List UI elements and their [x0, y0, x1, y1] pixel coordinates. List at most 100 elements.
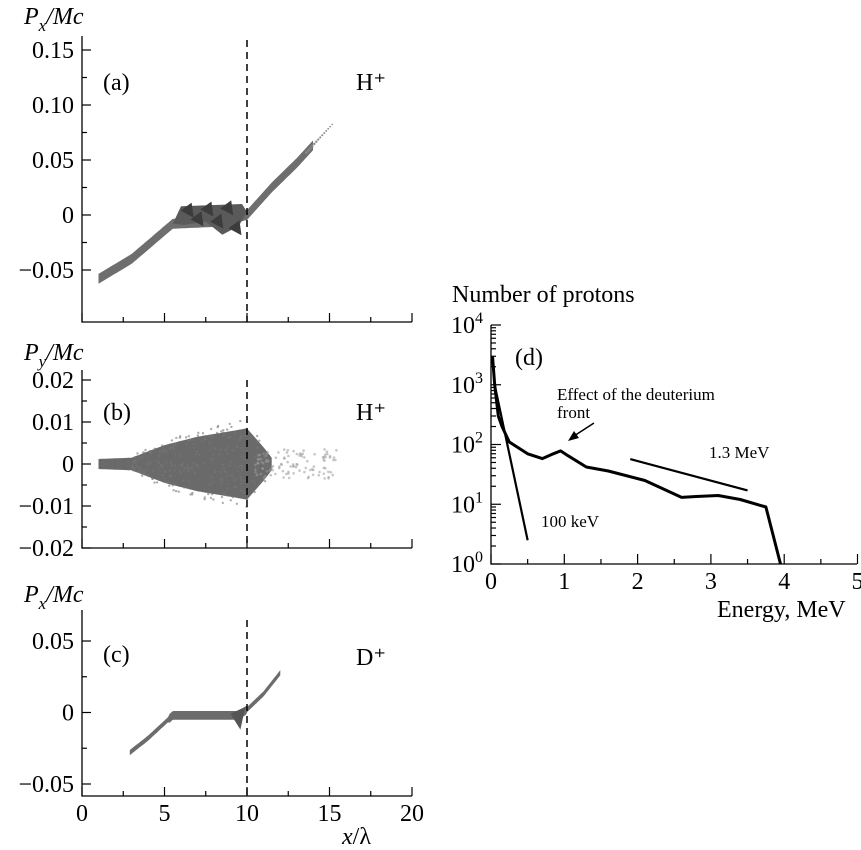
panel-b-point — [253, 482, 256, 485]
panel-b-point — [210, 427, 213, 431]
panel-d-annot-1p3mev: 1.3 MeV — [709, 443, 770, 462]
panel-b-point — [186, 464, 189, 467]
panel-b-point — [207, 492, 210, 496]
panel-c-ytick-label-2: −0.05 — [18, 772, 74, 798]
panel-b-ylabel: Py/Mc — [23, 340, 84, 371]
panel-b-tail-point — [303, 456, 306, 459]
panel-b-tail-point — [285, 451, 289, 454]
panel-b-point — [143, 451, 146, 455]
panel-b-tail-point — [329, 471, 333, 474]
panel-b-point — [211, 446, 215, 450]
panel-b-point — [138, 467, 142, 470]
panel-b-tail-point — [287, 476, 291, 480]
panel-a-tail-point — [305, 151, 308, 154]
panel-b-point — [167, 481, 170, 484]
panel-b-point — [168, 469, 171, 472]
panel-b-point — [153, 481, 156, 484]
panel-b-tail-point — [323, 448, 326, 451]
panel-b-point — [201, 432, 205, 435]
panel-d-x-ticks: 0 1 2 3 4 5 — [485, 554, 861, 595]
panel-b-point — [152, 469, 155, 472]
panel-b-tail-point — [306, 459, 309, 463]
panel-b-point — [223, 449, 226, 452]
panel-b-point — [183, 486, 186, 489]
panel-b-point — [148, 463, 151, 466]
panel-a-data — [98, 123, 333, 284]
panel-a-tail-point — [319, 136, 322, 139]
panel-b-point — [235, 502, 239, 505]
panel-b-point — [243, 434, 247, 437]
panel-b-point — [195, 450, 198, 453]
panel-a-ytick-label-0: 0.15 — [32, 38, 74, 64]
panel-b-point — [225, 448, 228, 451]
panel-b-point — [208, 483, 211, 487]
panel-b-tail-point — [279, 462, 283, 466]
panel-c-xtick-label-2: 10 — [235, 801, 259, 827]
panel-a-tail-point — [315, 140, 318, 143]
panel-c-ytick-label-1: 0 — [62, 701, 74, 727]
panel-b-point — [240, 489, 243, 493]
panel-b-point — [137, 470, 140, 473]
panel-b-point — [219, 481, 222, 484]
panel-d-annot-deuterium-2: front — [557, 403, 590, 422]
panel-d-xtick-label-3: 3 — [705, 569, 717, 595]
panel-b-tail-point — [259, 472, 263, 476]
panel-b-tail-point — [254, 468, 257, 471]
panel-a-spike-3 — [210, 213, 224, 229]
panel-b-point — [226, 474, 229, 477]
panel-d-title: Number of protons — [452, 282, 635, 308]
panel-b-point — [208, 448, 212, 451]
panel-b-data — [98, 419, 338, 509]
panel-b-point — [222, 491, 225, 495]
panel-b-point — [191, 462, 195, 465]
panel-b-tail-point — [289, 465, 293, 468]
panel-b-tail-point — [323, 453, 327, 457]
panel-b-point — [170, 439, 174, 442]
panel-b-ytick-label-1: 0.01 — [32, 410, 74, 436]
panel-a-spike-2 — [200, 201, 214, 217]
panel-b-point — [171, 484, 174, 487]
panel-b-tail-point — [286, 460, 289, 464]
panel-c: Px/Mc 0.050−0.05 0 5 10 15 20 (c) D⁺ x/λ — [18, 582, 424, 850]
panel-b-point — [201, 439, 204, 443]
panel-b-tail-point — [256, 462, 260, 465]
panel-b-ytick-label-3: −0.01 — [18, 494, 74, 520]
panel-b-point — [231, 476, 234, 479]
panel-b-point — [242, 491, 245, 494]
panel-b-point — [187, 435, 190, 438]
panel-b-point — [266, 465, 269, 468]
panel-b-point — [258, 439, 261, 442]
panel-b-point — [228, 422, 231, 426]
panel-b-point — [214, 447, 217, 451]
panel-b-point — [212, 480, 215, 484]
panel-b-point — [254, 455, 257, 459]
panel-b-point — [226, 445, 229, 448]
panel-b-species: H⁺ — [356, 400, 386, 426]
panel-d: Number of protons 104 103 102 101 100 0 1 2 3 4 5… — [451, 282, 861, 595]
panel-b-point — [222, 434, 225, 437]
panel-b-point — [197, 431, 200, 434]
panel-b-point — [192, 442, 195, 446]
panel-d-axes — [490, 325, 857, 565]
panel-c-xtick-label-3: 15 — [318, 801, 342, 827]
panel-b-tail-point — [286, 449, 290, 452]
panel-c-ytick-label-0: 0.05 — [32, 629, 74, 655]
panel-b-point — [230, 425, 233, 429]
panel-b-tail-point — [322, 458, 326, 461]
panel-b-point — [245, 497, 249, 501]
panel-b-point — [197, 466, 200, 469]
panel-b-tail-point — [283, 457, 286, 460]
panel-b-point — [145, 463, 148, 467]
panel-b-tail-point — [311, 473, 315, 477]
panel-a-tail-point — [323, 132, 326, 135]
panel-b-tail-point — [300, 455, 304, 458]
panel-b-point — [208, 491, 211, 494]
panel-b-point — [136, 452, 139, 455]
panel-b-tail-point — [303, 470, 306, 474]
panel-b-point — [223, 469, 226, 473]
panel-b-point — [257, 466, 260, 469]
panel-b-point — [247, 463, 250, 466]
panel-b-point — [221, 479, 224, 482]
panel-b-point — [226, 494, 229, 497]
panel-b-point — [191, 493, 194, 496]
